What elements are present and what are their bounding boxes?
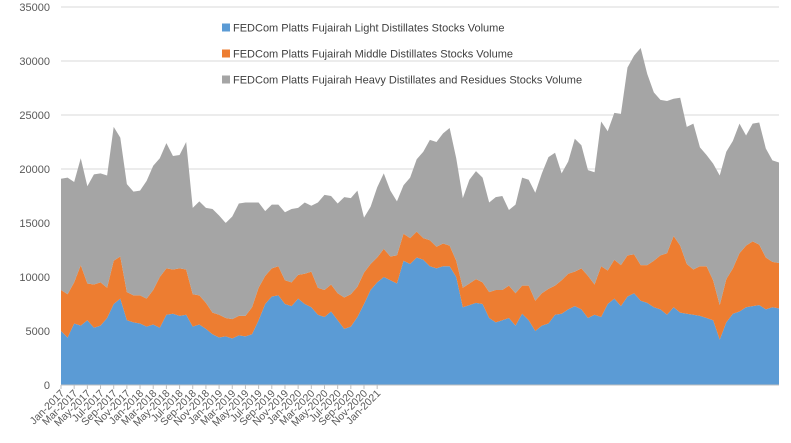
legend-label-2: FEDCom Platts Fujairah Middle Distillate… <box>233 49 513 61</box>
legend-label-3: FEDCom Platts Fujairah Heavy Distillates… <box>233 75 582 87</box>
y-tick-label: 20000 <box>19 164 50 176</box>
legend-swatch-3 <box>222 75 230 84</box>
y-tick-label: 30000 <box>19 56 50 68</box>
y-tick-label: 10000 <box>19 272 50 284</box>
y-tick-label: 35000 <box>19 2 50 14</box>
series-area-3 <box>61 48 779 320</box>
y-tick-label: 5000 <box>26 326 50 338</box>
series-areas <box>61 48 779 385</box>
series-area-1 <box>61 257 779 385</box>
y-tick-label: 15000 <box>19 218 50 230</box>
legend-swatch-1 <box>222 23 230 32</box>
y-tick-label: 0 <box>44 380 50 392</box>
legend-label-1: FEDCom Platts Fujairah Light Distillates… <box>233 23 504 35</box>
x-axis: Jan-2017Mar-2017May-2017Jul-2017Sep-2017… <box>28 384 779 429</box>
series-area-2 <box>61 231 779 340</box>
legend: FEDCom Platts Fujairah Light Distillates… <box>222 23 582 87</box>
legend-swatch-2 <box>222 49 230 58</box>
y-tick-label: 25000 <box>19 110 50 122</box>
y-axis: 0 5000 10000 15000 20000 25000 30000 35000 <box>19 2 50 392</box>
